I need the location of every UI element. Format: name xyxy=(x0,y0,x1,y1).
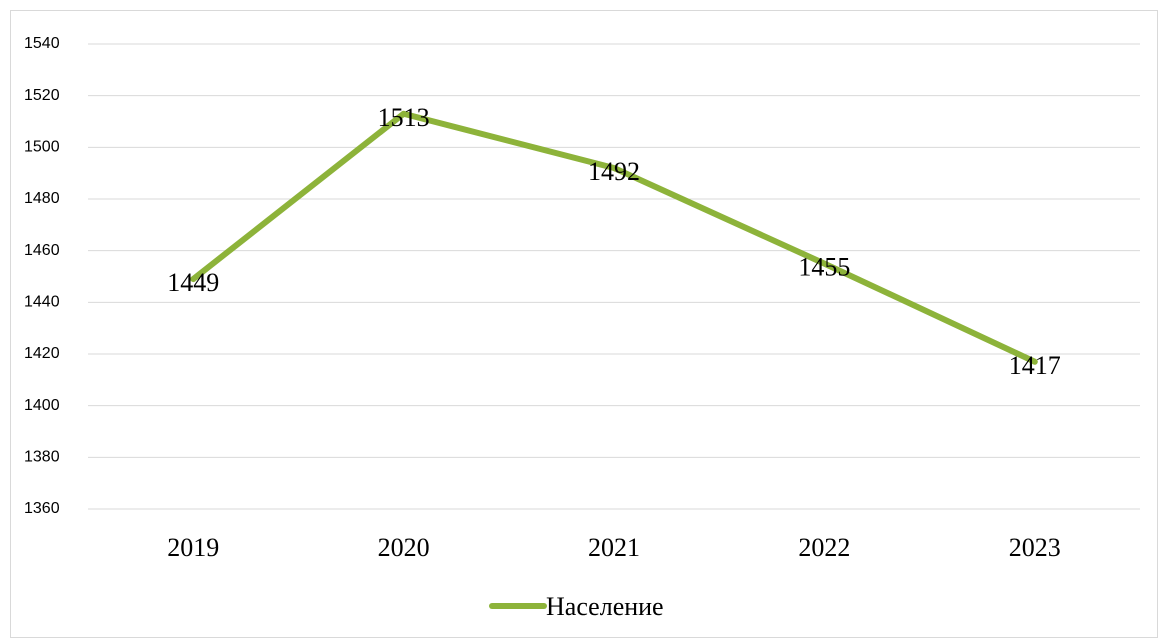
data-label: 1417 xyxy=(1009,351,1061,380)
x-tick-label: 2022 xyxy=(798,533,850,562)
chart-frame xyxy=(10,10,1158,638)
y-tick-label: 1520 xyxy=(24,87,60,104)
data-label: 1492 xyxy=(588,157,640,186)
y-tick-label: 1380 xyxy=(24,449,60,466)
data-label: 1455 xyxy=(798,253,850,282)
y-tick-label: 1440 xyxy=(24,294,60,311)
data-label: 1449 xyxy=(167,268,219,297)
y-tick-label: 1360 xyxy=(24,500,60,517)
data-label: 1513 xyxy=(378,103,430,132)
y-tick-label: 1460 xyxy=(24,242,60,259)
y-tick-label: 1480 xyxy=(24,190,60,207)
x-tick-label: 2020 xyxy=(378,533,430,562)
y-tick-label: 1540 xyxy=(24,35,60,52)
y-tick-label: 1400 xyxy=(24,397,60,414)
legend-label: Население xyxy=(546,592,664,621)
line xyxy=(190,110,1038,365)
x-tick-label: 2019 xyxy=(167,533,219,562)
y-tick-label: 1500 xyxy=(24,139,60,156)
x-tick-label: 2021 xyxy=(588,533,640,562)
y-tick-label: 1420 xyxy=(24,345,60,362)
x-tick-label: 2023 xyxy=(1009,533,1061,562)
